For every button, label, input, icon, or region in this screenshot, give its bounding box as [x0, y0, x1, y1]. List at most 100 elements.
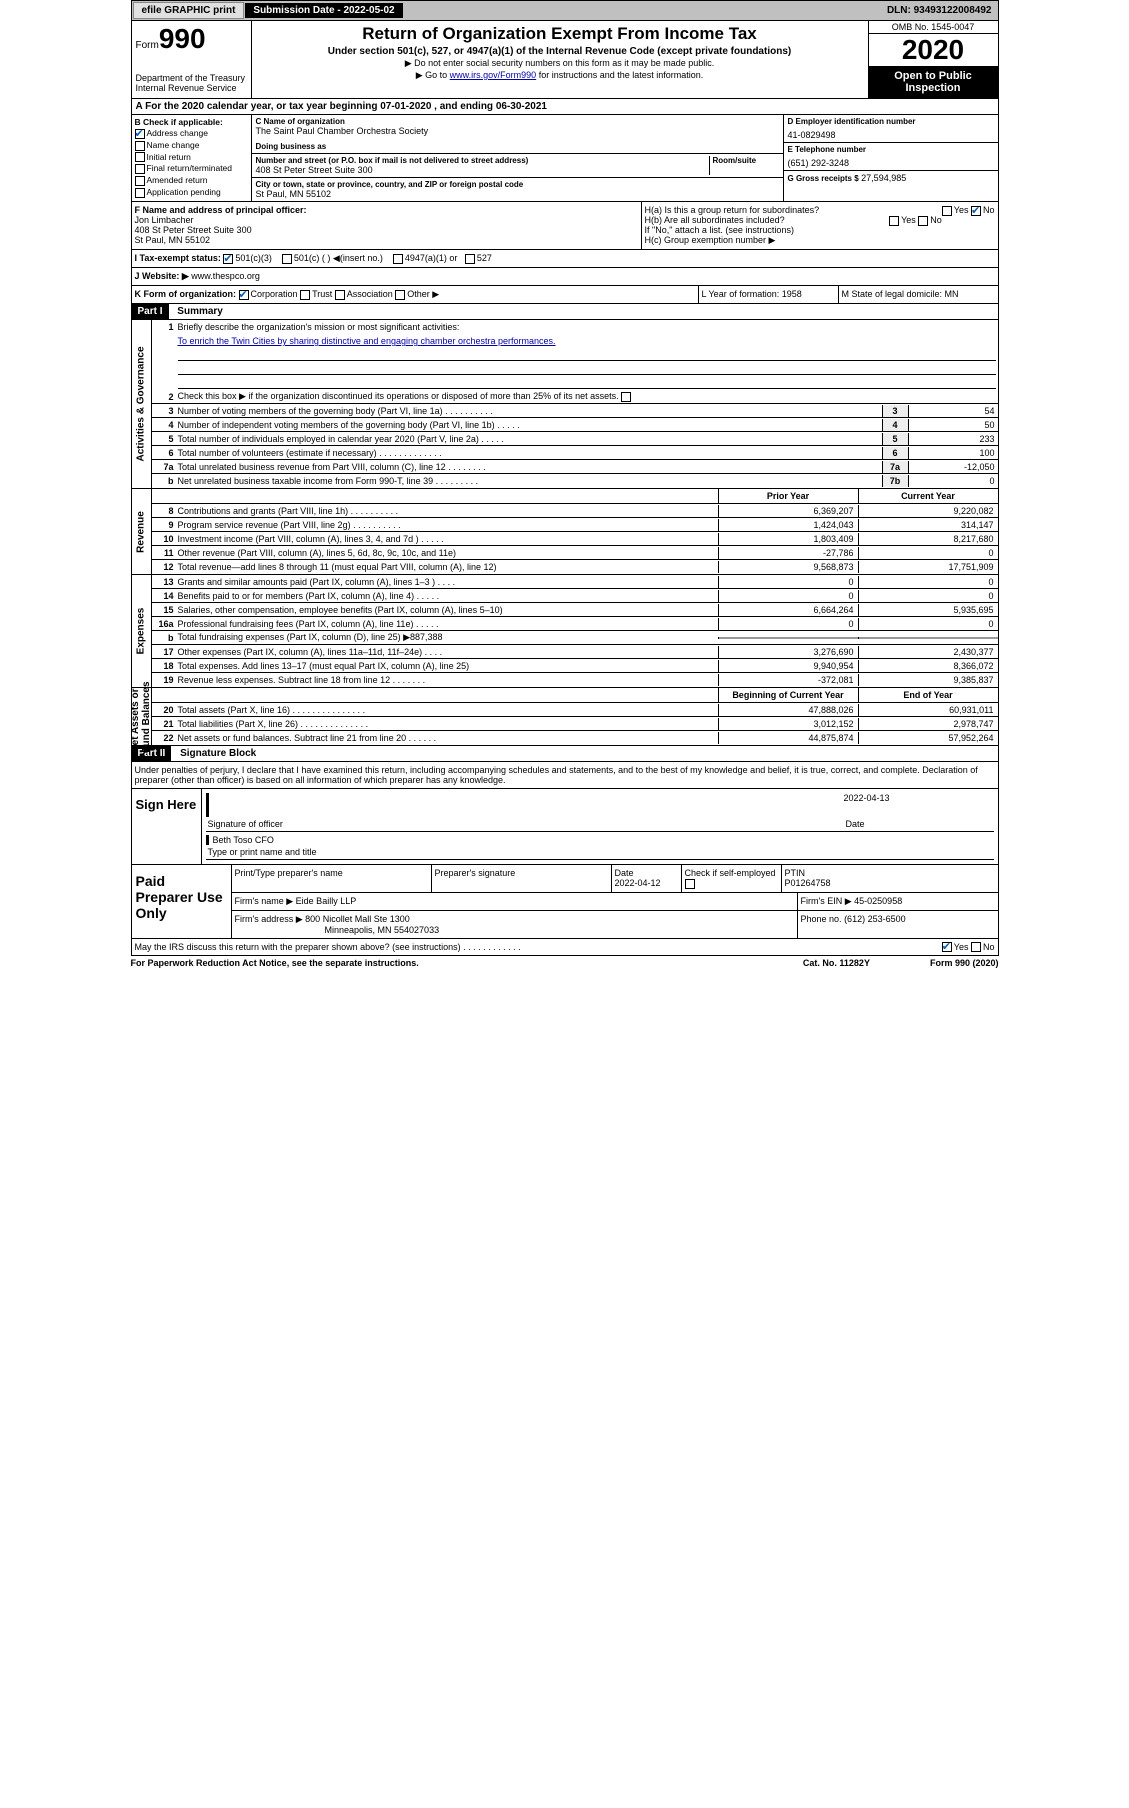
- exp-line-17: 17 Other expenses (Part IX, column (A), …: [152, 645, 998, 659]
- perjury-text: Under penalties of perjury, I declare th…: [131, 762, 999, 789]
- row-k: K Form of organization: Corporation Trus…: [131, 286, 999, 304]
- submission-date: Submission Date - 2022-05-02: [245, 3, 402, 18]
- paperwork-notice: For Paperwork Reduction Act Notice, see …: [131, 958, 419, 968]
- opt-4947[interactable]: 4947(a)(1) or: [405, 253, 458, 263]
- check-amended-return[interactable]: Amended return: [135, 175, 248, 186]
- check-final-return[interactable]: Final return/terminated: [135, 163, 248, 174]
- efile-button[interactable]: efile GRAPHIC print: [133, 2, 245, 19]
- na-end-20: 60,931,011: [858, 704, 998, 716]
- gov-val-7b: 0: [908, 475, 998, 487]
- sign-content: Signature of officer 2022-04-13 Date Bet…: [202, 789, 998, 864]
- na-begin-21: 3,012,152: [718, 718, 858, 730]
- rev-line-10: 10 Investment income (Part VIII, column …: [152, 532, 998, 546]
- exp-line-b: b Total fundraising expenses (Part IX, c…: [152, 631, 998, 645]
- box-c: C Name of organization The Saint Paul Ch…: [252, 115, 783, 201]
- check-address-change[interactable]: Address change: [135, 128, 248, 139]
- gov-text-7b: Net unrelated business taxable income fr…: [176, 475, 882, 487]
- top-bar: efile GRAPHIC print Submission Date - 20…: [131, 0, 999, 21]
- na-line-22: 22 Net assets or fund balances. Subtract…: [152, 731, 998, 745]
- prior-year-header: Prior Year: [718, 489, 858, 503]
- na-text-21: Total liabilities (Part X, line 26) . . …: [176, 718, 718, 730]
- revenue-header: Prior Year Current Year: [152, 489, 998, 504]
- street-box: Number and street (or P.O. box if mail i…: [252, 154, 783, 178]
- phone-label: E Telephone number: [788, 145, 994, 154]
- cat-no: Cat. No. 11282Y: [803, 958, 870, 968]
- line2-check[interactable]: [621, 392, 631, 402]
- rev-line-11: 11 Other revenue (Part VIII, column (A),…: [152, 546, 998, 560]
- gov-val-3: 54: [908, 405, 998, 417]
- gov-line-3: 3 Number of voting members of the govern…: [152, 404, 998, 418]
- gov-val-4: 50: [908, 419, 998, 431]
- opt-corp[interactable]: Corporation: [251, 289, 298, 299]
- instructions-link[interactable]: www.irs.gov/Form990: [450, 70, 537, 80]
- rev-line-9: 9 Program service revenue (Part VIII, li…: [152, 518, 998, 532]
- prep-date: Date2022-04-12: [612, 865, 682, 892]
- prep-row3: Firm's address ▶ 800 Nicollet Mall Ste 1…: [232, 911, 998, 938]
- opt-501c[interactable]: 501(c) ( ) ◀(insert no.): [294, 253, 383, 263]
- discuss-no[interactable]: [971, 942, 981, 952]
- submission-date-value: 2022-05-02: [343, 5, 394, 16]
- page-footer: For Paperwork Reduction Act Notice, see …: [131, 956, 999, 970]
- vstrip-expenses: Expenses: [132, 575, 152, 687]
- prep-sig-label: Preparer's signature: [432, 865, 612, 892]
- exp-line-19: 19 Revenue less expenses. Subtract line …: [152, 673, 998, 687]
- tax-status-label: I Tax-exempt status:: [135, 253, 221, 263]
- goto-post: for instructions and the latest informat…: [536, 70, 703, 80]
- rev-line-8: 8 Contributions and grants (Part VIII, l…: [152, 504, 998, 518]
- opt-trust[interactable]: Trust: [312, 289, 332, 299]
- gov-line-6: 6 Total number of volunteers (estimate i…: [152, 446, 998, 460]
- header-right: OMB No. 1545-0047 2020 Open to Public In…: [868, 21, 998, 98]
- begin-year-header: Beginning of Current Year: [718, 688, 858, 702]
- year-formation: L Year of formation: 1958: [698, 286, 838, 303]
- rev-current-12: 17,751,909: [858, 561, 998, 573]
- exp-current-18: 8,366,072: [858, 660, 998, 672]
- header-block: B Check if applicable: Address change Na…: [131, 115, 999, 202]
- exp-text-17: Other expenses (Part IX, column (A), lin…: [176, 646, 718, 658]
- rev-current-11: 0: [858, 547, 998, 559]
- part1-title: Summary: [171, 304, 229, 319]
- check-application-pending[interactable]: Application pending: [135, 187, 248, 198]
- prep-row1: Print/Type preparer's name Preparer's si…: [232, 865, 998, 893]
- opt-assoc[interactable]: Association: [347, 289, 393, 299]
- rev-prior-11: -27,786: [718, 547, 858, 559]
- check-initial-return[interactable]: Initial return: [135, 152, 248, 163]
- gov-line-7b: b Net unrelated business taxable income …: [152, 474, 998, 488]
- exp-line-18: 18 Total expenses. Add lines 13–17 (must…: [152, 659, 998, 673]
- section-netassets: Net Assets orFund Balances Beginning of …: [131, 688, 999, 746]
- line1-label: Briefly describe the organization's miss…: [176, 321, 998, 333]
- goto-pre: ▶ Go to: [416, 70, 450, 80]
- discuss-yes[interactable]: [942, 942, 952, 952]
- gov-rnum-3: 3: [882, 405, 908, 417]
- line2-label: Check this box ▶ if the organization dis…: [176, 390, 998, 403]
- officer-name: Jon Limbacher: [135, 215, 638, 225]
- opt-501c3[interactable]: 501(c)(3): [235, 253, 272, 263]
- section-governance: Activities & Governance 1Briefly describ…: [131, 320, 999, 489]
- dln-value: 93493122008492: [914, 5, 992, 16]
- form-subtitle-1: Under section 501(c), 527, or 4947(a)(1)…: [255, 46, 865, 57]
- city-box: City or town, state or province, country…: [252, 178, 783, 201]
- dln: DLN: 93493122008492: [881, 3, 998, 18]
- exp-prior-13: 0: [718, 576, 858, 588]
- row-i: I Tax-exempt status: 501(c)(3) 501(c) ( …: [131, 250, 999, 268]
- exp-current-17: 2,430,377: [858, 646, 998, 658]
- sign-here-label: Sign Here: [132, 789, 202, 864]
- current-year-header: Current Year: [858, 489, 998, 503]
- rev-text-9: Program service revenue (Part VIII, line…: [176, 519, 718, 531]
- na-line-21: 21 Total liabilities (Part X, line 26) .…: [152, 717, 998, 731]
- exp-line-16a: 16a Professional fundraising fees (Part …: [152, 617, 998, 631]
- part2-title: Signature Block: [174, 746, 262, 761]
- opt-527[interactable]: 527: [477, 253, 492, 263]
- mission-text: To enrich the Twin Cities by sharing dis…: [176, 335, 998, 347]
- form-org-label: K Form of organization:: [135, 289, 237, 299]
- gov-text-6: Total number of volunteers (estimate if …: [176, 447, 882, 459]
- dept-label: Department of the Treasury Internal Reve…: [136, 73, 247, 93]
- exp-prior-17: 3,276,690: [718, 646, 858, 658]
- na-text-20: Total assets (Part X, line 16) . . . . .…: [176, 704, 718, 716]
- exp-current-14: 0: [858, 590, 998, 602]
- opt-other[interactable]: Other ▶: [407, 289, 439, 299]
- check-name-change[interactable]: Name change: [135, 140, 248, 151]
- exp-current-b: [858, 637, 998, 639]
- city-label: City or town, state or province, country…: [256, 180, 779, 189]
- phone-value: (651) 292-3248: [788, 158, 994, 168]
- rev-line-12: 12 Total revenue—add lines 8 through 11 …: [152, 560, 998, 574]
